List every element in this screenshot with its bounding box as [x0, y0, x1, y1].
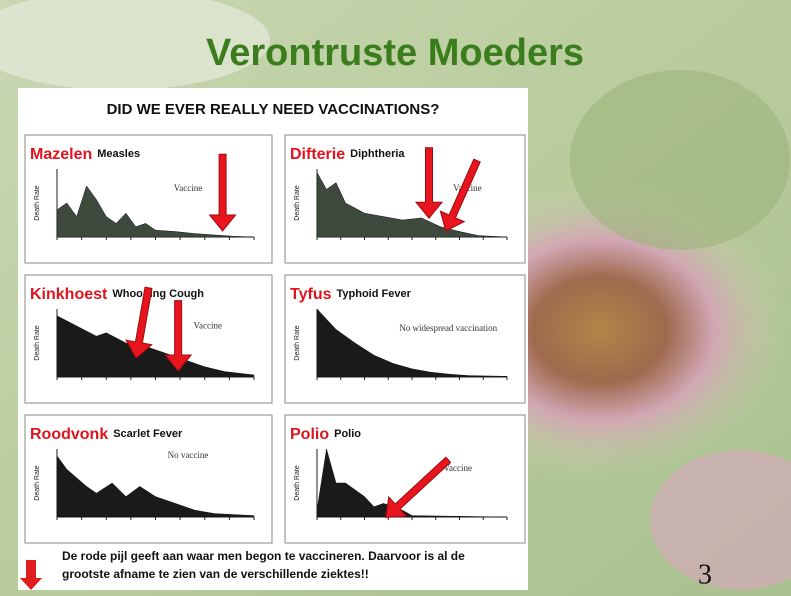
- panel-label: Roodvonk: [30, 426, 108, 443]
- panel: Kinkhoest Whooping Cough Death Rate Vaccine: [25, 275, 272, 403]
- panel-note: Vaccine: [194, 320, 222, 330]
- panel-title: Diphtheria: [350, 148, 405, 160]
- axis-label: Death Rate: [294, 325, 301, 361]
- axis-label: Death Rate: [34, 465, 41, 501]
- panel-label: Tyfus: [290, 286, 332, 303]
- background-foliage: [570, 70, 790, 250]
- slide-title: Verontruste Moeders: [206, 32, 584, 74]
- panel: Tyfus Typhoid Fever Death Rate No widesprea…: [285, 275, 525, 403]
- panel-title: Polio: [334, 428, 361, 440]
- axis-label: Death Rate: [34, 325, 41, 361]
- panel: Roodvonk Scarlet Fever Death Rate No vaccin…: [25, 415, 272, 543]
- page-number: 3: [698, 559, 712, 590]
- poster-heading: DID WE EVER REALLY NEED VACCINATIONS?: [107, 101, 440, 118]
- page: Verontruste Moeders DID WE EVER REALLY N…: [0, 0, 791, 596]
- panel-note: Vaccine: [174, 183, 202, 193]
- axis-label: Death Rate: [294, 465, 301, 501]
- panel-title: Typhoid Fever: [336, 288, 411, 300]
- panel-label: Kinkhoest: [30, 286, 108, 303]
- panel: Mazelen Measles Death Rate Vaccine: [25, 135, 272, 263]
- panel-label: Difterie: [290, 146, 345, 163]
- panel-note: No widespread vaccination: [399, 323, 497, 333]
- axis-label: Death Rate: [34, 185, 41, 221]
- axis-label: Death Rate: [294, 185, 301, 221]
- slide: Verontruste Moeders DID WE EVER REALLY N…: [0, 0, 791, 596]
- panel-title: Whooping Cough: [112, 288, 204, 300]
- panel-label: Polio: [290, 426, 329, 443]
- panel-title: Scarlet Fever: [113, 428, 183, 440]
- panel-label: Mazelen: [30, 146, 92, 163]
- panel-note: No vaccine: [168, 450, 209, 460]
- panel-title: Measles: [97, 148, 140, 160]
